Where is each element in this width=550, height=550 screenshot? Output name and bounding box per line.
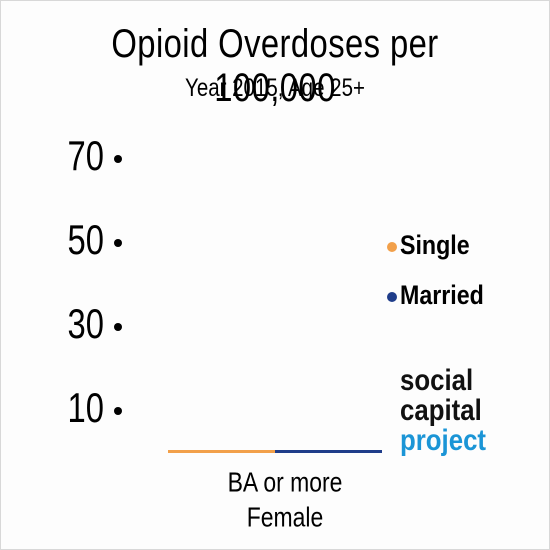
chart-subtitle: Year 2015, Age 25+ [185,74,365,102]
chart-title: Opioid Overdoses per 100,000 [111,22,439,110]
y-tick-label: 30 [68,300,104,347]
category-label: BA or more [228,467,343,498]
y-tick-label: 50 [68,216,104,263]
legend-marker-single [387,242,397,252]
bar-single [168,450,275,453]
category-label: Female [247,502,324,533]
brand-line-3: project [400,424,487,457]
bar-married [275,450,382,453]
brand-line-1: social [400,364,474,397]
y-tick-marker [114,323,122,331]
legend-label-single: Single [400,231,470,261]
y-tick-marker [114,239,122,247]
brand-logo: social capital project [400,366,486,456]
legend-marker-married [387,292,397,302]
y-tick-label: 10 [68,384,104,431]
y-tick-label: 70 [68,132,104,179]
legend-label-married: Married [400,281,484,311]
y-tick-marker [114,155,122,163]
brand-line-2: capital [400,394,482,427]
y-tick-marker [114,407,122,415]
